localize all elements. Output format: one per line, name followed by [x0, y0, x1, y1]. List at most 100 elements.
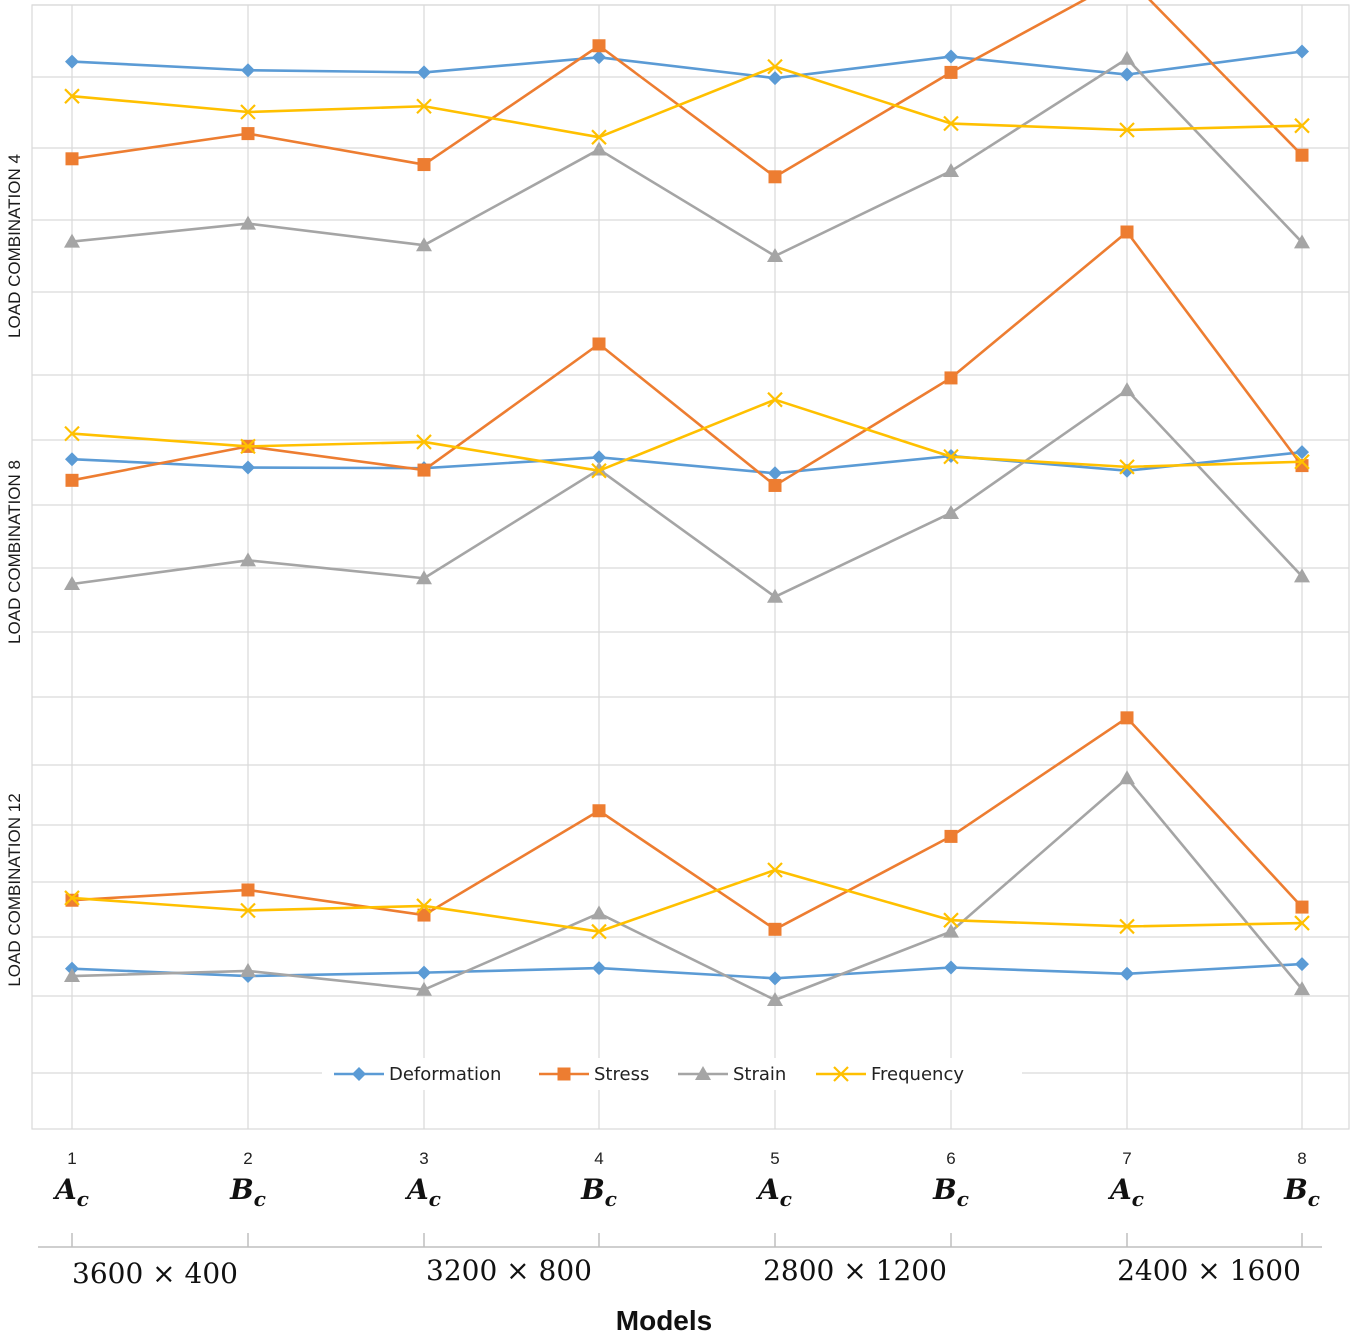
- legend-marker-deformation: [352, 1067, 366, 1081]
- series-line-strain: [71, 776, 1304, 1002]
- model-type-label: Bc: [580, 1173, 617, 1211]
- data-point-deformation: [65, 452, 79, 467]
- data-point-frequency: [767, 862, 783, 878]
- data-point-stress: [1120, 225, 1134, 239]
- data-point-frequency: [767, 391, 783, 408]
- legend-background: [322, 1058, 1022, 1090]
- x-axis-title: Models: [616, 1305, 712, 1336]
- data-point-stress: [241, 883, 255, 897]
- data-point-strain: [591, 905, 607, 920]
- data-point-deformation: [1295, 445, 1309, 460]
- data-point-deformation: [592, 50, 606, 65]
- data-point-strain: [1294, 981, 1310, 996]
- series-line-deformation: [71, 50, 1303, 80]
- data-point-deformation: [241, 63, 255, 78]
- panel-label-lc4: LOAD COMBINATION 4: [5, 154, 24, 338]
- legend-item-stress: Stress: [539, 1064, 649, 1085]
- data-point-strain: [943, 923, 959, 938]
- data-point-deformation: [944, 49, 958, 64]
- x-tick-label: 7: [1122, 1149, 1131, 1168]
- data-point-strain: [1119, 382, 1135, 397]
- data-point-deformation: [768, 971, 782, 986]
- data-point-frequency: [943, 912, 959, 928]
- data-point-strain: [943, 504, 959, 519]
- legend-label: Deformation: [389, 1064, 501, 1085]
- data-point-strain: [64, 576, 80, 590]
- x-tick-label: 1: [67, 1149, 76, 1168]
- data-point-deformation: [1295, 44, 1309, 59]
- panel-label-lc8: LOAD COMBINATION 8: [5, 460, 24, 644]
- data-point-stress: [944, 65, 958, 79]
- data-point-strain: [767, 588, 783, 603]
- data-point-frequency: [240, 902, 256, 919]
- model-type-label: Ac: [52, 1173, 89, 1211]
- panels: [64, 0, 1310, 1006]
- data-point-stress: [592, 804, 606, 818]
- model-type-label: Ac: [404, 1173, 441, 1211]
- data-point-frequency: [240, 104, 256, 120]
- data-point-frequency: [767, 58, 783, 75]
- data-point-frequency: [1294, 915, 1310, 931]
- data-point-stress: [65, 473, 79, 487]
- legend-marker-stress: [557, 1067, 571, 1081]
- data-point-strain: [416, 981, 432, 996]
- legend-item-deformation: Deformation: [334, 1064, 501, 1085]
- data-point-strain: [1294, 234, 1310, 249]
- series-line-stress: [71, 0, 1303, 179]
- data-point-frequency: [1294, 117, 1310, 134]
- dimension-label-1: 3600 × 400: [72, 1257, 238, 1290]
- data-point-deformation: [1295, 957, 1309, 972]
- data-point-strain: [64, 968, 80, 983]
- x-tick-label: 2: [243, 1149, 252, 1168]
- data-point-frequency: [64, 88, 80, 104]
- data-point-stress: [592, 39, 606, 53]
- data-point-deformation: [592, 450, 606, 465]
- data-point-deformation: [944, 960, 958, 975]
- data-point-strain: [1294, 568, 1310, 583]
- plot-area: [31, 4, 1350, 1130]
- series-line-strain: [71, 57, 1303, 258]
- data-point-stress: [417, 158, 431, 172]
- model-type-label: Bc: [229, 1173, 266, 1211]
- data-point-strain: [416, 237, 432, 252]
- dimension-label-3: 2800 × 1200: [763, 1254, 947, 1287]
- data-point-frequency: [1294, 453, 1310, 470]
- x-tick-label: 8: [1297, 1149, 1306, 1168]
- data-point-strain: [767, 248, 783, 262]
- legend-item-frequency: Frequency: [816, 1064, 964, 1085]
- model-type-label: Bc: [1283, 1173, 1320, 1211]
- data-point-frequency: [1119, 122, 1135, 138]
- data-point-stress: [768, 478, 782, 492]
- data-point-stress: [1295, 900, 1309, 914]
- legend-label: Strain: [733, 1064, 786, 1085]
- data-point-stress: [1120, 711, 1134, 725]
- panel-labels: LOAD COMBINATION 4 LOAD COMBINATION 8 LO…: [5, 154, 24, 987]
- series-line-deformation: [71, 450, 1303, 475]
- panel-1: [64, 0, 1310, 262]
- panel-label-lc12: LOAD COMBINATION 12: [5, 793, 24, 986]
- data-point-frequency: [943, 115, 959, 132]
- data-point-deformation: [241, 460, 255, 475]
- series-line-frequency: [71, 65, 1303, 139]
- data-point-stress: [65, 893, 79, 907]
- series-line-stress: [71, 230, 1304, 487]
- series-line-deformation: [71, 962, 1303, 980]
- data-point-strain: [240, 215, 256, 230]
- x-tick-label: 4: [594, 1149, 603, 1168]
- data-point-deformation: [417, 965, 431, 980]
- dimension-label-4: 2400 × 1600: [1117, 1254, 1301, 1287]
- data-point-stress: [65, 152, 79, 166]
- data-point-strain: [591, 461, 607, 476]
- data-point-strain: [64, 233, 80, 248]
- data-point-frequency: [1119, 918, 1135, 935]
- dimension-labels: 3600 × 400 3200 × 800 2800 × 1200 2400 ×…: [72, 1254, 1301, 1290]
- x-tick-label: 5: [770, 1149, 779, 1168]
- data-point-deformation: [1120, 966, 1134, 981]
- legend-item-strain: Strain: [678, 1064, 786, 1085]
- data-point-frequency: [591, 462, 607, 479]
- data-point-frequency: [416, 98, 432, 115]
- series-line-strain: [71, 388, 1303, 599]
- model-type-label: Bc: [932, 1173, 969, 1211]
- data-point-strain: [240, 962, 256, 977]
